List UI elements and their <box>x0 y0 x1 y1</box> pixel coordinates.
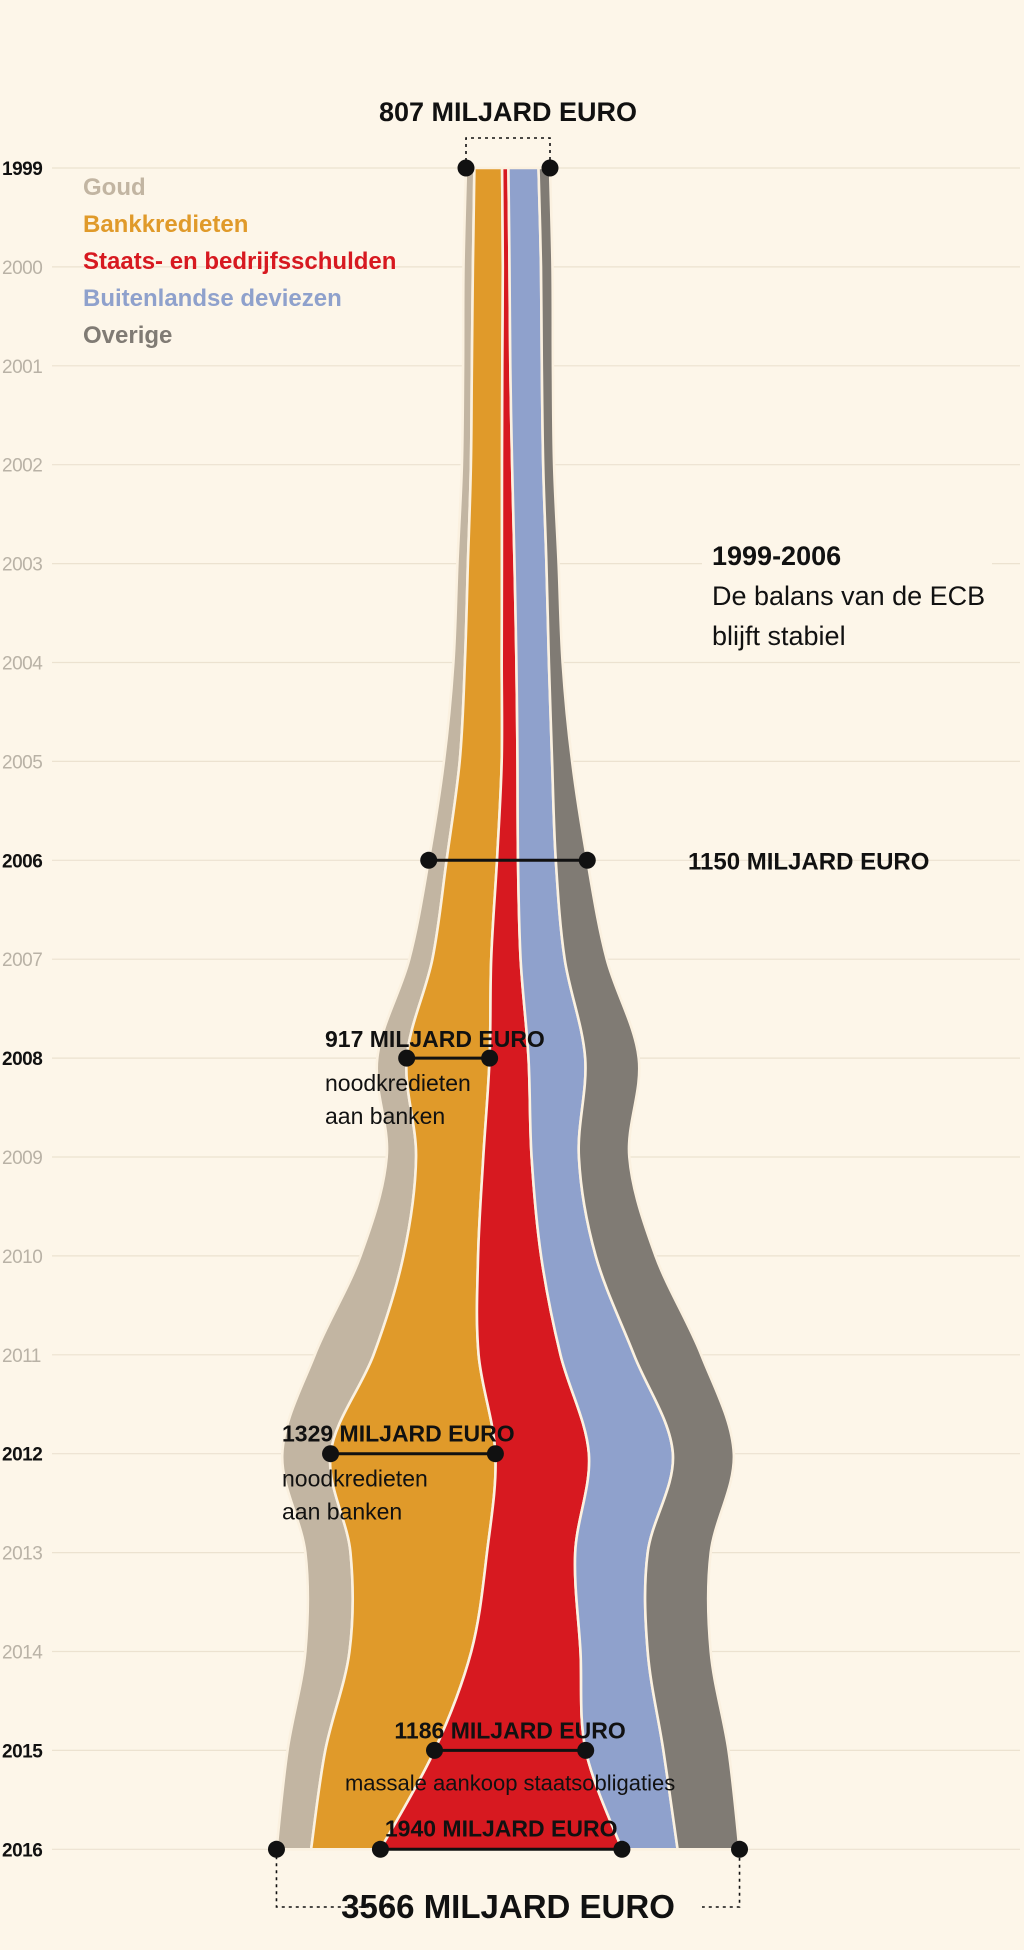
debt-2016-dot-right <box>613 1840 631 1858</box>
year-label: 2001 <box>2 357 42 378</box>
legend-goud: Goud <box>83 174 146 201</box>
total-2006-dot-right <box>578 851 596 869</box>
dot-1999-left <box>457 159 475 177</box>
year-label: 2012 <box>2 1445 42 1466</box>
bank-2008-label: 917 MILJARD EURO <box>325 1026 545 1052</box>
total-2016-label-bg <box>392 1885 702 1929</box>
period-note-bg <box>702 530 992 660</box>
year-label: 2014 <box>2 1643 43 1664</box>
total-1999-label: 807 MILJARD EURO <box>379 97 637 127</box>
year-label: 2007 <box>2 950 42 971</box>
period-note-line-2: blijft stabiel <box>712 621 846 651</box>
bank-2012-dot-right <box>486 1445 504 1463</box>
debt-2016-dot-left <box>371 1840 389 1858</box>
year-label: 2004 <box>2 654 43 675</box>
debt-2015-dot-right <box>577 1741 595 1759</box>
bracket-1999 <box>465 137 551 168</box>
year-label: 2002 <box>2 456 42 477</box>
period-note-title: 1999-2006 <box>712 541 841 571</box>
period-note-line-1: De balans van de ECB <box>712 581 985 611</box>
legend-staat: Staats- en bedrijfsschulden <box>83 248 396 275</box>
year-label: 2006 <box>2 851 42 872</box>
debt-2015-note: massale aankoop staatsobligaties <box>345 1770 675 1795</box>
dot-2016-right <box>731 1840 749 1858</box>
year-label: 2005 <box>2 752 42 773</box>
dot-1999-right <box>541 159 559 177</box>
bank-2012-label: 1329 MILJARD EURO <box>282 1421 515 1447</box>
bank-2012-note-1: noodkredieten <box>282 1466 428 1492</box>
year-label: 1999 <box>2 159 42 180</box>
year-label: 2011 <box>2 1346 41 1367</box>
total-2006-dot-left <box>420 851 438 869</box>
total-2016-label: 3566 MILJARD EURO <box>341 1888 675 1925</box>
legend-buiten: Buitenlandse deviezen <box>83 285 342 312</box>
legend-overig: Overige <box>83 322 172 349</box>
year-label: 2000 <box>2 258 42 279</box>
bank-2008-dot-right <box>481 1049 499 1067</box>
year-label: 2013 <box>2 1544 42 1565</box>
bank-2012-dot-left <box>322 1445 340 1463</box>
bank-2012-note-2: aan banken <box>282 1499 402 1525</box>
year-label: 2015 <box>2 1741 43 1762</box>
legend-bank: Bankkredieten <box>83 211 248 238</box>
year-label: 2009 <box>2 1148 42 1169</box>
year-label: 2008 <box>2 1049 42 1070</box>
bank-2008-dot-left <box>398 1049 416 1067</box>
year-label: 2003 <box>2 555 42 576</box>
bank-2008-note-1: noodkredieten <box>325 1070 471 1096</box>
debt-2015-label: 1186 MILJARD EURO <box>394 1717 625 1743</box>
dot-2016-left <box>267 1840 285 1858</box>
debt-2016-label: 1940 MILJARD EURO <box>385 1815 618 1841</box>
debt-2015-dot-left <box>426 1741 443 1759</box>
total-2006-label: 1150 MILJARD EURO <box>688 848 929 875</box>
year-label: 2016 <box>2 1840 42 1861</box>
year-label: 2010 <box>2 1247 42 1268</box>
bank-2008-note-2: aan banken <box>325 1103 445 1129</box>
